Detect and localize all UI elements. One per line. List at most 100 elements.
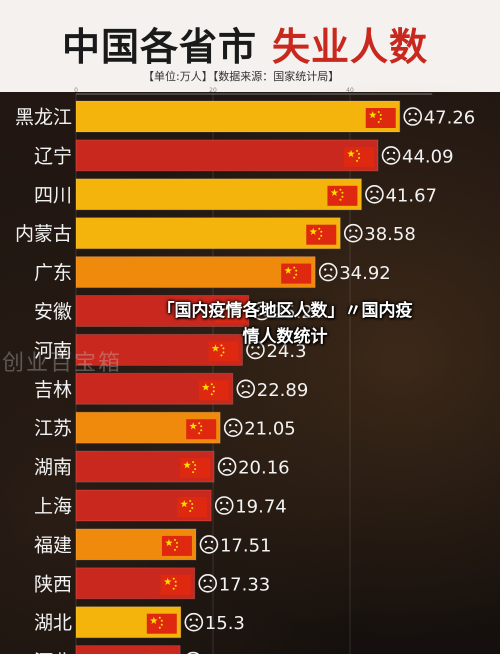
flag-star-small	[191, 503, 194, 505]
sad-face-eye	[189, 618, 193, 621]
category-label: 四川	[34, 184, 72, 206]
flag-star-small	[158, 626, 161, 629]
flag-star	[309, 227, 318, 235]
flag-star-small	[192, 471, 195, 474]
bar	[75, 100, 401, 133]
flag-star	[189, 422, 197, 430]
sad-face-eye	[349, 229, 352, 232]
sad-face-eye	[251, 346, 254, 349]
category-label: 福建	[34, 534, 72, 556]
sad-face-eye	[376, 190, 379, 193]
category-label: 陕西	[34, 573, 72, 595]
sad-face-eye	[414, 112, 417, 116]
flag-star-small	[175, 545, 178, 548]
sad-face-eye	[370, 190, 373, 193]
china-flag-icon	[146, 652, 177, 654]
category-label: 江苏	[34, 418, 72, 440]
flag-star	[163, 577, 172, 586]
sad-face-eye	[222, 462, 226, 466]
flag-star-small	[194, 464, 197, 467]
flag-star-small	[226, 305, 229, 308]
flag-star-small	[226, 315, 229, 318]
x-tick-label: 0	[74, 87, 78, 94]
flag-star-small	[341, 191, 344, 194]
sad-face-mouth	[222, 468, 232, 473]
flag-star-small	[192, 461, 195, 464]
category-label: 内蒙古	[15, 223, 72, 245]
flag-star	[201, 383, 210, 391]
sad-face-mouth	[386, 157, 396, 161]
flag-star-small	[160, 623, 163, 626]
category-label: 湖北	[34, 612, 72, 634]
sad-face-icon	[403, 107, 423, 126]
flag-star-small	[200, 425, 203, 428]
sad-face-eye	[209, 579, 212, 582]
flag-star-small	[358, 152, 361, 155]
flag-star-small	[379, 118, 382, 120]
flag-star-small	[160, 619, 163, 622]
sad-face-eye	[226, 501, 229, 505]
flag-star-small	[295, 269, 298, 272]
sad-face-icon	[343, 223, 363, 243]
flag-star-small	[158, 616, 161, 619]
sad-face-icon	[198, 573, 218, 593]
sad-face-eye	[408, 112, 411, 116]
flag-star-small	[339, 188, 342, 191]
category-label: 安徽	[34, 301, 72, 323]
flag-star	[150, 616, 158, 624]
flag-star-small	[293, 276, 296, 279]
flag-star-small	[173, 548, 176, 551]
flag-star-small	[341, 195, 344, 198]
flag-star-small	[210, 383, 213, 386]
value-label: 15.21	[204, 652, 256, 654]
flag-star-small	[174, 580, 177, 583]
sad-face-eye	[257, 307, 260, 310]
sad-face-eye	[330, 268, 333, 271]
flag-star-small	[318, 237, 321, 240]
bar	[75, 217, 341, 250]
flag-star-small	[220, 344, 223, 347]
flag-star-small	[222, 351, 225, 354]
sad-face-eye	[234, 424, 238, 427]
sad-face-eye	[247, 385, 250, 388]
value-label: 17.33	[219, 574, 271, 595]
bar	[75, 139, 379, 172]
sad-face-eye	[203, 579, 206, 582]
flag-star-small	[212, 386, 215, 389]
flag-star-small	[222, 347, 225, 350]
sad-face-eye	[324, 268, 327, 271]
value-label: 47.26	[424, 108, 476, 129]
sad-face-eye	[204, 540, 208, 544]
flag-star	[183, 461, 191, 469]
sad-face-icon	[223, 418, 243, 438]
sad-face-eye	[355, 229, 358, 232]
sad-face-mouth	[323, 274, 333, 278]
category-label: 黑龙江	[15, 107, 72, 129]
category-label: 吉林	[34, 379, 72, 401]
sad-face-eye	[195, 618, 199, 621]
flag-star-small	[198, 432, 201, 435]
sad-face-mouth	[250, 352, 260, 356]
sad-face-icon	[236, 379, 256, 399]
chart-subtitle: 【单位:万人】【数据来源：国家统计局】	[143, 70, 340, 83]
flag-star-small	[295, 273, 298, 276]
flag-star-small	[358, 156, 361, 159]
sad-face-icon	[217, 457, 237, 476]
value-label: 17.51	[220, 535, 272, 556]
sad-face-icon	[252, 301, 272, 321]
x-tick-label: 40	[346, 87, 354, 94]
value-label: 20.16	[238, 458, 290, 479]
flag-star-small	[189, 500, 192, 502]
flag-star	[330, 188, 339, 197]
value-label: 34.92	[339, 263, 391, 284]
sad-face-mouth	[228, 430, 238, 434]
flag-star	[368, 111, 377, 119]
flag-star-small	[320, 230, 323, 233]
flag-star-small	[318, 227, 321, 230]
flag-star-small	[194, 468, 197, 471]
flag-star	[165, 538, 173, 547]
bar	[75, 256, 316, 289]
sad-face-icon	[318, 262, 338, 282]
flag-star-small	[379, 114, 382, 116]
